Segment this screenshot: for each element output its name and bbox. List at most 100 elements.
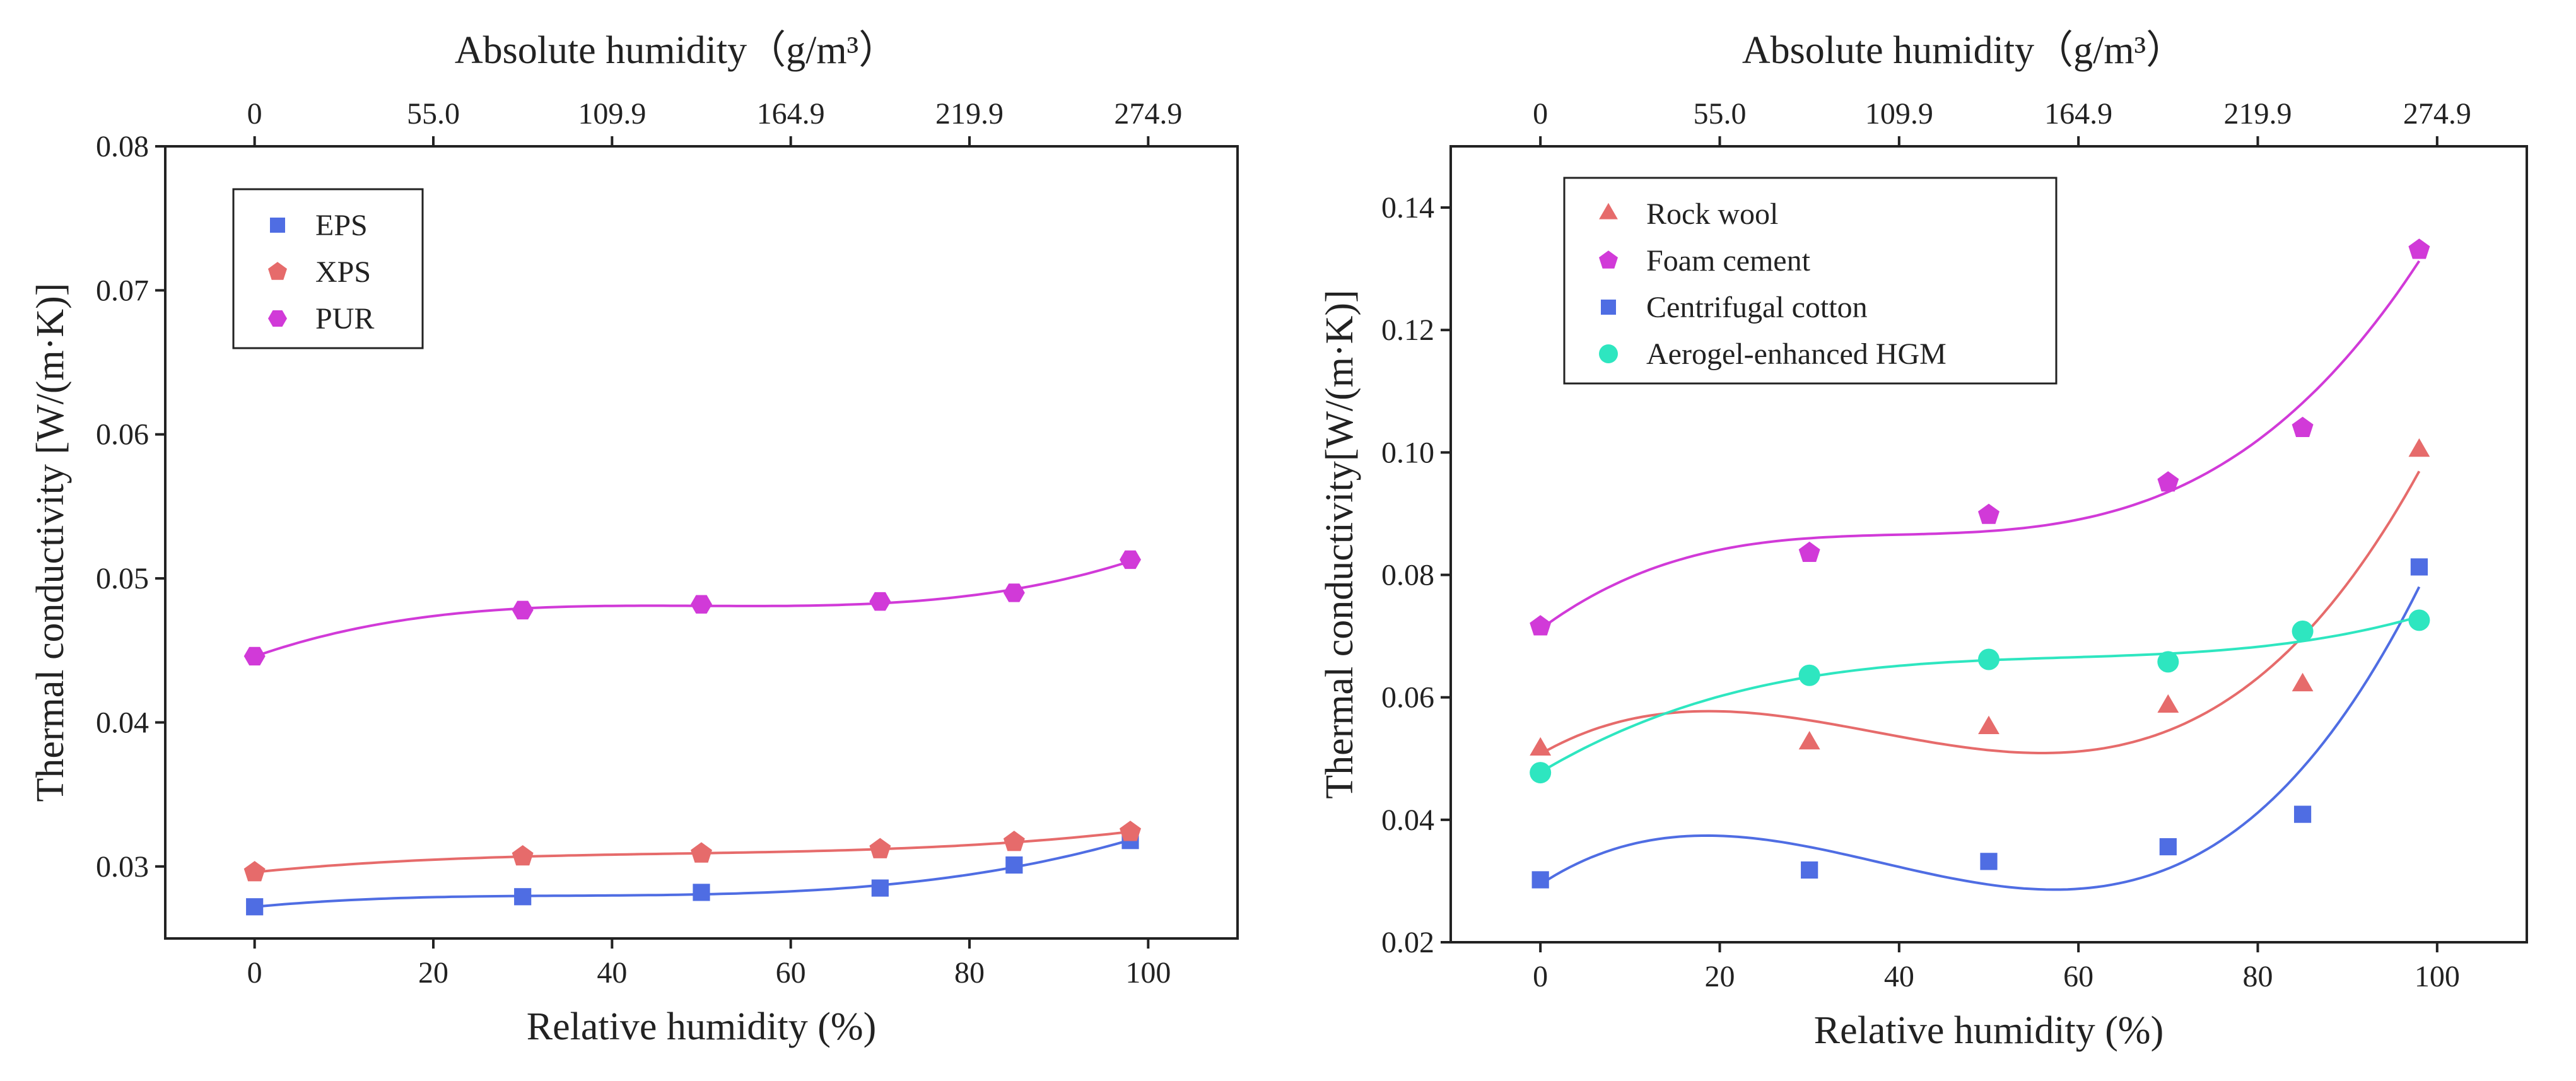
data-point-xps — [1120, 821, 1141, 841]
data-point-aerogel-enhanced-hgm — [2408, 609, 2430, 631]
x-axis-title: Relative humidity (%) — [1814, 1009, 2163, 1052]
legend-label: PUR — [315, 302, 374, 336]
data-point-foam-cement — [2157, 471, 2179, 492]
data-point-eps — [871, 879, 889, 897]
fit-curve-eps — [254, 838, 1131, 908]
y-tick-label: 0.07 — [96, 274, 149, 307]
top-tick-label: 55.0 — [407, 97, 460, 131]
x-tick-label: 60 — [776, 956, 806, 990]
y-tick-label: 0.04 — [1381, 803, 1434, 837]
x-tick-label: 0 — [1533, 960, 1548, 993]
data-point-pur — [243, 646, 266, 666]
top-tick-label: 109.9 — [1865, 97, 1933, 131]
y-tick-label: 0.04 — [96, 706, 149, 739]
fit-curve-foam-cement — [1540, 260, 2421, 631]
y-tick-label: 0.02 — [1381, 926, 1434, 959]
legend-label: XPS — [315, 255, 371, 289]
top-tick-label: 55.0 — [1694, 97, 1747, 131]
data-point-aerogel-enhanced-hgm — [1530, 762, 1552, 784]
data-point-foam-cement — [2292, 416, 2314, 437]
x-tick-label: 100 — [2415, 960, 2460, 993]
plot-frame — [1449, 145, 2528, 944]
top-axis-title: Absolute humidity（g/m³） — [455, 29, 898, 72]
chart-right-svg: 0 20 40 60 80 100 0 55.0 109.9 164.9 219.9 274.9 0.0… — [1318, 29, 2528, 1052]
legend-box — [1563, 177, 2058, 385]
x-tick-label: 20 — [1705, 960, 1735, 993]
legend-label: Centrifugal cotton — [1646, 291, 1868, 324]
data-point-xps — [869, 838, 891, 858]
top-tick-label: 219.9 — [935, 97, 1004, 131]
top-axis-title: Absolute humidity（g/m³） — [1742, 29, 2185, 72]
top-tick-label: 109.9 — [578, 97, 646, 131]
x-tick-label: 80 — [954, 956, 985, 990]
data-point-aerogel-enhanced-hgm — [2157, 651, 2179, 673]
legend-marker — [268, 310, 287, 327]
data-point-xps — [512, 845, 534, 866]
y-axis-title: Thermal conductivity[W/(m·K)] — [1318, 289, 1361, 798]
data-point-xps — [243, 861, 266, 882]
fit-curve-centrifugal-cotton — [1540, 586, 2421, 891]
fit-curve-rock-wool — [1540, 470, 2421, 756]
y-tick-label: 0.08 — [96, 130, 149, 163]
y-tick-label: 0.03 — [96, 850, 149, 884]
x-tick-label: 80 — [2243, 960, 2273, 993]
x-tick-label: 20 — [418, 956, 448, 990]
y-tick-label: 0.06 — [96, 418, 149, 452]
top-tick-label: 0 — [247, 97, 262, 131]
legend-label: Aerogel-enhanced HGM — [1646, 337, 1947, 371]
legend-marker — [1601, 300, 1616, 315]
legend-box — [232, 188, 424, 349]
top-tick-label: 0 — [1533, 97, 1548, 131]
y-axis-title: Thermal conductivity [W/(m·K)] — [29, 283, 72, 802]
data-point-rock-wool — [2408, 438, 2430, 457]
data-point-aerogel-enhanced-hgm — [1978, 648, 1999, 670]
data-point-rock-wool — [2157, 694, 2179, 713]
plot-frame — [164, 145, 1239, 940]
data-point-centrifugal-cotton — [1980, 853, 1998, 870]
data-point-pur — [691, 595, 712, 614]
data-point-xps — [1003, 831, 1025, 851]
data-point-foam-cement — [1798, 541, 1820, 562]
chart-right: 0 20 40 60 80 100 0 55.0 109.9 164.9 219.9 274.9 0.0… — [1289, 0, 2576, 1081]
data-point-centrifugal-cotton — [1801, 861, 1818, 879]
data-point-rock-wool — [1798, 731, 1820, 750]
legend-marker — [268, 262, 287, 280]
data-point-centrifugal-cotton — [2159, 838, 2177, 856]
data-point-aerogel-enhanced-hgm — [1798, 664, 1820, 686]
x-tick-label: 40 — [597, 956, 627, 990]
legend-marker — [270, 218, 285, 233]
data-point-pur — [869, 592, 891, 611]
data-point-centrifugal-cotton — [2293, 805, 2312, 823]
data-point-eps — [693, 884, 710, 901]
legend-label: Rock wool — [1646, 197, 1778, 231]
data-point-rock-wool — [2292, 672, 2314, 692]
data-point-centrifugal-cotton — [2410, 558, 2428, 576]
y-tick-label: 0.12 — [1381, 313, 1434, 347]
chart-left: 0 20 40 60 80 100 0 55.0 109.9 164.9 219.9 274.9 0.0… — [0, 0, 1287, 1081]
x-tick-label: 0 — [247, 956, 262, 990]
y-tick-label: 0.10 — [1381, 436, 1434, 469]
x-tick-label: 60 — [2063, 960, 2093, 993]
top-tick-label: 164.9 — [2044, 97, 2112, 131]
data-point-centrifugal-cotton — [1531, 871, 1549, 889]
y-tick-label: 0.06 — [1381, 681, 1434, 715]
data-point-rock-wool — [1530, 737, 1552, 756]
x-tick-label: 40 — [1884, 960, 1914, 993]
fit-curve-pur — [254, 559, 1131, 658]
y-tick-label: 0.14 — [1381, 191, 1434, 225]
legend-marker — [1599, 344, 1618, 363]
data-point-foam-cement — [1530, 615, 1552, 636]
data-point-foam-cement — [1978, 503, 1999, 524]
y-tick-label: 0.08 — [1381, 559, 1434, 592]
y-tick-label: 0.05 — [96, 562, 149, 595]
data-point-eps — [1005, 856, 1023, 874]
x-tick-label: 100 — [1125, 956, 1171, 990]
data-point-aerogel-enhanced-hgm — [2292, 620, 2314, 642]
data-point-rock-wool — [1978, 715, 1999, 734]
data-point-pur — [1003, 583, 1025, 602]
x-axis-title: Relative humidity (%) — [527, 1005, 876, 1048]
legend-label: EPS — [315, 209, 368, 242]
legend-label: Foam cement — [1646, 244, 1811, 278]
chart-left-svg: 0 20 40 60 80 100 0 55.0 109.9 164.9 219.9 274.9 0.0… — [29, 29, 1239, 1048]
data-point-pur — [512, 600, 534, 620]
